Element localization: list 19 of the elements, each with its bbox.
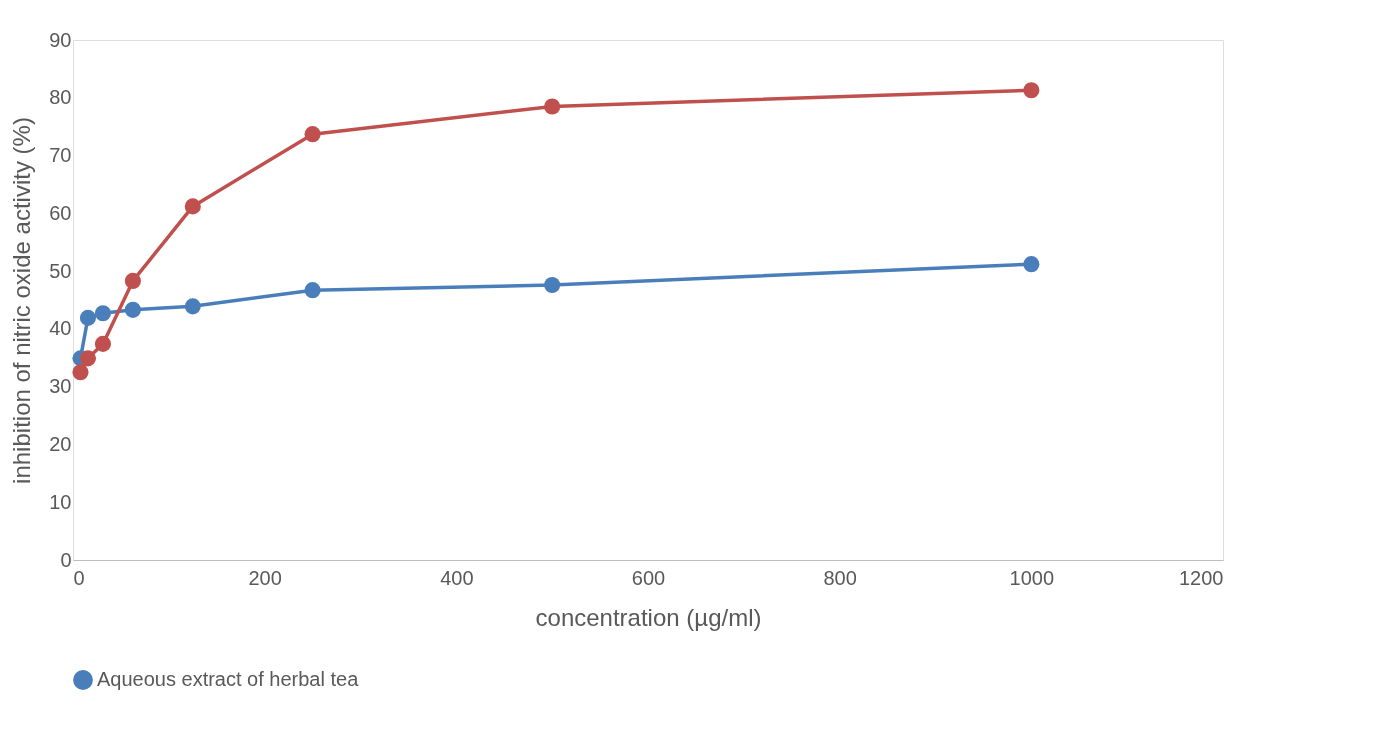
x-tick-label: 1000 [1009,566,1055,589]
y-tick-label: 60 [49,201,72,224]
x-tick-label: 800 [823,566,857,589]
y-tick-label: 90 [49,28,72,51]
x-axis-title: concentration (µg/ml) [535,603,762,631]
y-axis-title: inhibition of nitric oxide activity (%) [8,117,36,484]
y-tick-label: 10 [49,490,72,513]
x-tick-label: 1200 [1179,566,1224,589]
x-tick-label: 400 [440,566,474,589]
legend-label: Aqueous extract of herbal tea [97,668,360,690]
y-tick-label: 50 [49,259,72,282]
x-tick-label: 200 [248,566,282,589]
y-tick-label: 70 [49,144,72,167]
y-tick-label: 0 [60,548,72,571]
y-tick-label: 40 [49,317,72,340]
y-tick-label: 30 [49,375,72,398]
x-tick-label: 600 [631,566,666,589]
y-tick-label: 20 [49,432,72,455]
y-tick-label: 80 [49,86,72,109]
